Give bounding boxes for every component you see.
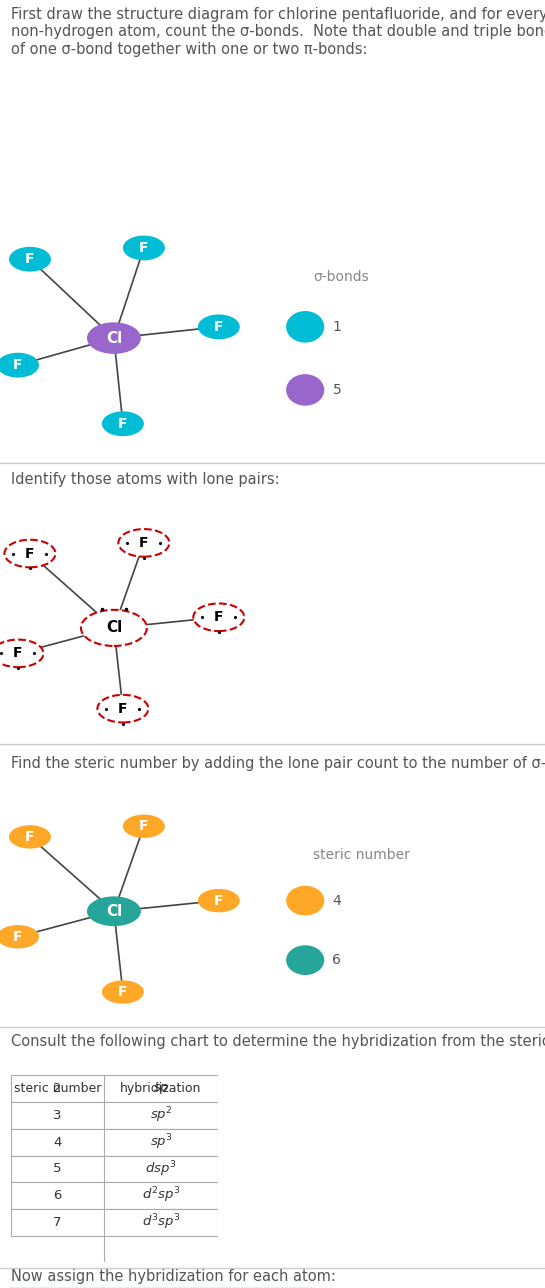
Ellipse shape: [87, 896, 141, 926]
Text: σ-bonds: σ-bonds: [313, 270, 369, 285]
Text: F: F: [118, 417, 128, 430]
Circle shape: [286, 374, 324, 406]
Ellipse shape: [9, 247, 51, 272]
Text: F: F: [25, 546, 35, 560]
Circle shape: [286, 312, 324, 343]
Text: F: F: [118, 985, 128, 999]
Text: 7: 7: [53, 1216, 62, 1229]
Ellipse shape: [123, 236, 165, 260]
Text: Cl: Cl: [106, 621, 122, 635]
FancyBboxPatch shape: [11, 1182, 218, 1209]
Text: 5: 5: [332, 383, 341, 397]
Text: F: F: [13, 930, 23, 944]
Text: $dsp^3$: $dsp^3$: [146, 1159, 177, 1179]
Ellipse shape: [9, 826, 51, 849]
Text: hybridization: hybridization: [120, 1082, 202, 1095]
Text: F: F: [13, 647, 23, 661]
FancyBboxPatch shape: [11, 1209, 218, 1235]
Text: $sp$: $sp$: [153, 1082, 169, 1096]
Text: 2: 2: [53, 1082, 62, 1095]
Ellipse shape: [193, 604, 244, 631]
Text: steric number: steric number: [14, 1082, 101, 1095]
Ellipse shape: [198, 314, 240, 339]
Text: 6: 6: [53, 1189, 62, 1202]
Ellipse shape: [0, 925, 39, 948]
Text: $sp^2$: $sp^2$: [150, 1105, 172, 1126]
Text: 1: 1: [332, 319, 341, 334]
Text: Identify those atoms with lone pairs:: Identify those atoms with lone pairs:: [11, 473, 280, 487]
Text: F: F: [118, 702, 128, 716]
Circle shape: [286, 945, 324, 975]
Text: $sp^3$: $sp^3$: [149, 1132, 173, 1151]
FancyBboxPatch shape: [11, 1075, 218, 1103]
Ellipse shape: [0, 353, 39, 377]
Ellipse shape: [123, 814, 165, 838]
Text: Consult the following chart to determine the hybridization from the steric numbe: Consult the following chart to determine…: [11, 1034, 545, 1048]
Ellipse shape: [118, 529, 169, 556]
Text: F: F: [139, 536, 149, 550]
Text: F: F: [214, 894, 223, 908]
Ellipse shape: [102, 411, 144, 437]
Ellipse shape: [102, 980, 144, 1003]
Text: F: F: [13, 358, 23, 372]
FancyBboxPatch shape: [11, 1103, 218, 1128]
FancyBboxPatch shape: [11, 1155, 218, 1182]
FancyBboxPatch shape: [11, 1128, 218, 1155]
Text: F: F: [25, 829, 35, 844]
Text: $d^3sp^3$: $d^3sp^3$: [142, 1212, 180, 1233]
Ellipse shape: [0, 640, 44, 667]
Text: F: F: [214, 319, 223, 334]
Text: 3: 3: [53, 1109, 62, 1122]
Text: Find the steric number by adding the lone pair count to the number of σ-bonds:: Find the steric number by adding the lon…: [11, 756, 545, 770]
Text: F: F: [214, 611, 223, 625]
Text: steric number: steric number: [313, 848, 410, 862]
Text: 5: 5: [53, 1162, 62, 1176]
Text: First draw the structure diagram for chlorine pentafluoride, and for every
non-h: First draw the structure diagram for chl…: [11, 6, 545, 57]
Ellipse shape: [198, 889, 240, 912]
Text: Cl: Cl: [106, 904, 122, 918]
Ellipse shape: [81, 609, 147, 647]
Ellipse shape: [87, 322, 141, 354]
Ellipse shape: [4, 540, 56, 567]
Text: 4: 4: [53, 1136, 62, 1149]
FancyBboxPatch shape: [11, 1075, 218, 1103]
Ellipse shape: [98, 694, 148, 723]
Text: F: F: [139, 819, 149, 833]
Text: F: F: [139, 241, 149, 255]
Text: Now assign the hybridization for each atom:: Now assign the hybridization for each at…: [11, 1269, 336, 1284]
Text: F: F: [25, 252, 35, 267]
Circle shape: [286, 886, 324, 916]
Text: 6: 6: [332, 953, 341, 967]
Text: Cl: Cl: [106, 331, 122, 345]
Text: $d^2sp^3$: $d^2sp^3$: [142, 1186, 180, 1206]
Text: 4: 4: [332, 894, 341, 908]
